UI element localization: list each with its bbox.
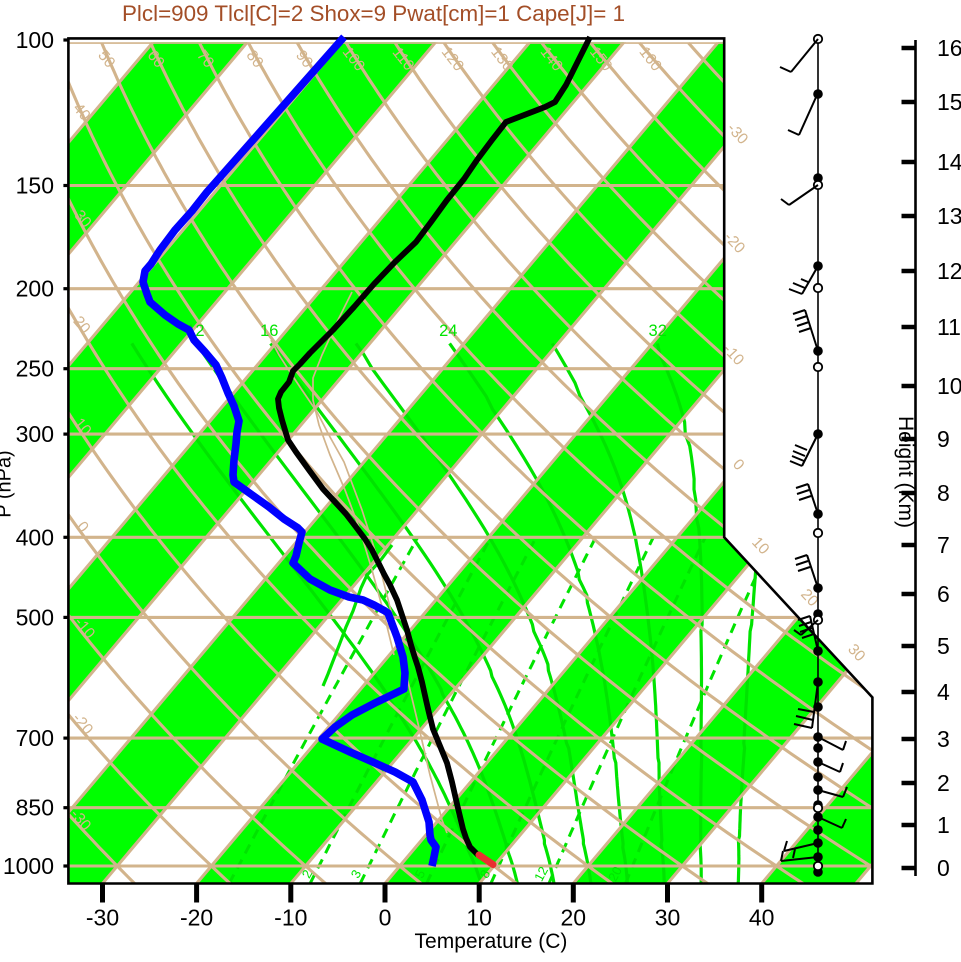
svg-text:9: 9 <box>937 426 950 452</box>
svg-text:P (hPa): P (hPa) <box>0 450 16 517</box>
svg-text:6: 6 <box>937 581 950 607</box>
svg-text:Height (Km): Height (Km) <box>894 416 917 528</box>
svg-text:2: 2 <box>937 770 950 796</box>
svg-text:-30: -30 <box>86 905 119 931</box>
svg-text:32: 32 <box>649 322 667 340</box>
svg-text:30: 30 <box>655 905 681 931</box>
svg-text:850: 850 <box>16 795 54 821</box>
svg-text:15: 15 <box>937 89 961 115</box>
svg-text:10: 10 <box>466 905 492 931</box>
svg-text:500: 500 <box>16 604 54 630</box>
svg-text:-20: -20 <box>180 905 213 931</box>
svg-text:0: 0 <box>937 855 950 881</box>
svg-text:-10: -10 <box>274 905 307 931</box>
svg-text:300: 300 <box>16 421 54 447</box>
svg-text:0: 0 <box>379 905 392 931</box>
svg-text:8: 8 <box>937 480 950 506</box>
svg-text:100: 100 <box>16 27 54 53</box>
svg-text:200: 200 <box>16 276 54 302</box>
svg-text:700: 700 <box>16 725 54 751</box>
svg-text:7: 7 <box>937 532 950 558</box>
svg-text:1000: 1000 <box>3 853 54 879</box>
svg-text:5: 5 <box>937 633 950 659</box>
svg-text:Temperature (C): Temperature (C) <box>415 930 568 953</box>
svg-text:20: 20 <box>561 905 587 931</box>
svg-text:13: 13 <box>937 203 961 229</box>
svg-text:11: 11 <box>937 314 961 340</box>
svg-text:16: 16 <box>260 322 278 340</box>
svg-text:Plcl=909 Tlcl[C]=2 Shox=9 Pwat: Plcl=909 Tlcl[C]=2 Shox=9 Pwat[cm]=1 Cap… <box>122 1 625 26</box>
svg-text:14: 14 <box>937 149 961 175</box>
svg-text:24: 24 <box>439 322 457 340</box>
svg-text:400: 400 <box>16 524 54 550</box>
svg-text:16: 16 <box>937 35 961 61</box>
svg-text:3: 3 <box>937 726 950 752</box>
svg-text:40: 40 <box>749 905 775 931</box>
svg-text:4: 4 <box>937 679 950 705</box>
svg-text:1: 1 <box>937 812 950 838</box>
svg-text:150: 150 <box>16 173 54 199</box>
svg-text:12: 12 <box>937 258 961 284</box>
svg-text:10: 10 <box>937 373 961 399</box>
svg-text:250: 250 <box>16 356 54 382</box>
